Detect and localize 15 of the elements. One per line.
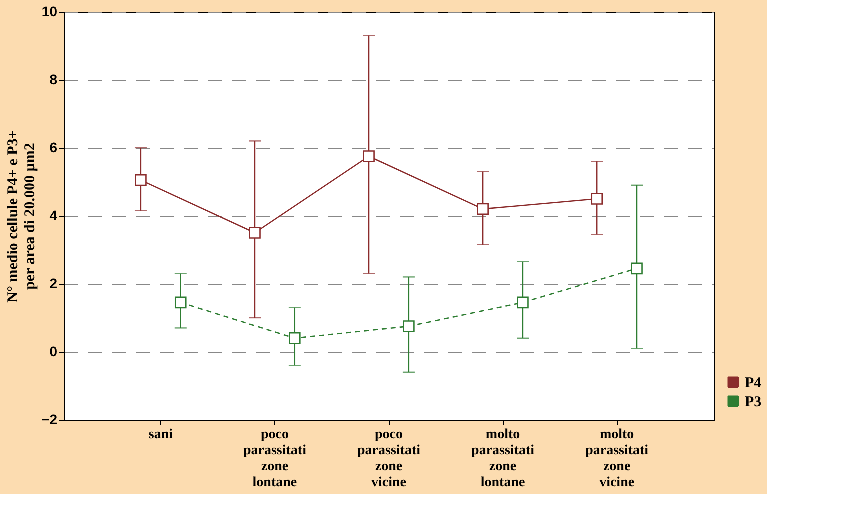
y-axis-title: N° medio cellule P4+ e P3+ per area di 20.000 µm2: [6, 130, 39, 303]
x-tick-label: sani: [148, 428, 174, 442]
legend-label: P3: [745, 394, 762, 410]
y-tick-label: 6: [50, 140, 58, 156]
y-tick-label: −2: [42, 412, 58, 428]
x-tick-label: molto parassitati zone lontane: [472, 428, 535, 490]
y-tick-label: 0: [50, 344, 58, 360]
y-tick-label: 8: [50, 72, 58, 88]
y-tick-label: 2: [50, 276, 58, 292]
legend-label: P4: [745, 376, 762, 392]
x-tick-label: molto parassitati zone vicine: [586, 428, 649, 490]
x-tick-label: poco parassitati zone lontane: [243, 428, 307, 490]
y-tick-label: 10: [42, 4, 58, 20]
x-tick-label: poco parassitati zone vicine: [358, 428, 421, 490]
y-tick-label: 4: [50, 208, 58, 224]
